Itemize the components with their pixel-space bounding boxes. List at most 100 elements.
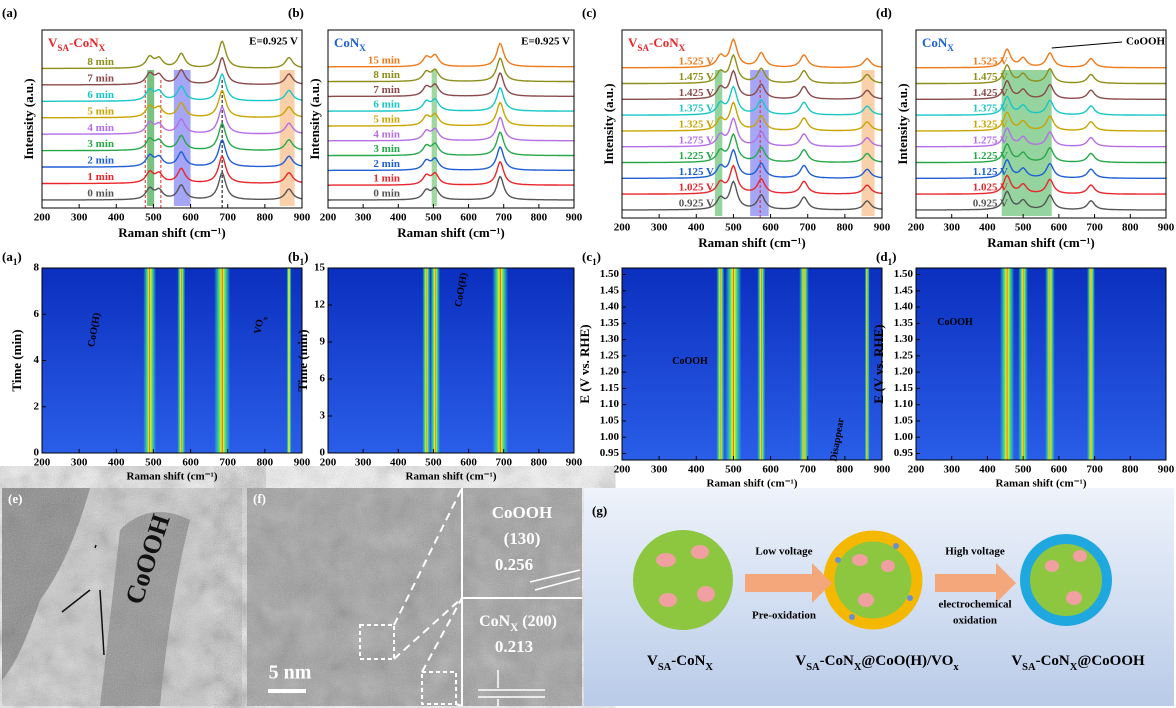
series-label: 1.425 V: [679, 87, 714, 99]
panel-title: CoNX: [922, 35, 954, 53]
spectrum: [328, 101, 574, 127]
spectrum: [42, 56, 302, 86]
series-label: 1.025 V: [679, 182, 714, 194]
text-part: SA: [1022, 662, 1036, 673]
x-tick-label: 900: [874, 222, 891, 234]
text-part: SA: [637, 43, 649, 53]
y-tick-label: 0.95: [600, 447, 620, 459]
x-axis-label: Raman shift (cm⁻¹): [987, 235, 1095, 250]
text-part: X: [510, 622, 518, 634]
x-tick-label: 200: [908, 222, 925, 234]
text-part: @CoO(H)/VO: [861, 653, 953, 669]
text-part: (d): [876, 5, 892, 20]
x-tick-label: 800: [837, 222, 854, 234]
annotation: CoOOH: [937, 317, 973, 328]
phase-label: CoNX (200): [479, 613, 557, 634]
x-tick-label: 400: [979, 222, 996, 234]
y-tick-label: 1.35: [600, 317, 620, 329]
y-tick-label: 1.10: [894, 398, 914, 410]
particle: [1020, 534, 1112, 626]
material-label: VSA-CoNX: [647, 653, 713, 672]
x-tick-label: 700: [495, 212, 512, 224]
series-label: 4 min: [373, 128, 400, 140]
text-part: X: [359, 43, 366, 53]
spectrum: [42, 139, 302, 168]
y-tick-label: 1.50: [894, 268, 914, 280]
x-tick-label: 500: [725, 464, 742, 476]
series-label: 1.225 V: [679, 150, 714, 162]
text-part: CoOOH: [937, 317, 973, 328]
spectrum: [42, 171, 302, 201]
x-tick-label: 600: [1051, 464, 1068, 476]
text-part: (b: [288, 249, 300, 264]
text-part: -CoN: [1036, 653, 1070, 669]
series-label: 1 min: [373, 173, 400, 185]
x-tick-label: 900: [1158, 464, 1175, 476]
x-tick-label: 400: [108, 457, 125, 469]
text-part: -CoN: [820, 653, 854, 669]
series-label: 7 min: [373, 84, 400, 96]
x-axis-label: Raman shift (cm⁻¹): [406, 471, 497, 483]
arrow: [745, 563, 832, 603]
spectrum: [328, 57, 574, 83]
zoom-box: [421, 671, 457, 705]
heatmap-stripe: [1018, 268, 1028, 460]
heatmap-stripe: [757, 268, 766, 460]
text-part: @CoOOH: [1077, 653, 1145, 669]
y-tick-label: 1.20: [600, 366, 620, 378]
tem-panel: (e) CoOOH: [2, 488, 242, 706]
particle: [823, 530, 923, 630]
x-tick-label: 700: [1086, 222, 1103, 234]
x-tick-label: 800: [1122, 464, 1139, 476]
y-tick-label: 1.25: [894, 349, 914, 361]
x-tick-label: 300: [71, 457, 88, 469]
x-tick-label: 700: [799, 464, 816, 476]
plot-frame: [41, 29, 303, 209]
text-part: 1: [300, 257, 305, 267]
spectrum: [42, 122, 302, 152]
text-part: V: [48, 35, 58, 50]
y-tick-label: 1.30: [894, 333, 914, 345]
heatmap-stripe: [177, 268, 186, 453]
heatmap-stripe: [799, 268, 809, 460]
series-label: 1.225 V: [973, 150, 1008, 162]
series-label: 1.125 V: [973, 166, 1008, 178]
spacing-label: 0.256: [495, 555, 533, 574]
y-axis-label: Intensity (a.u.): [307, 78, 322, 159]
x-tick-label: 400: [390, 212, 407, 224]
x-tick-label: 400: [688, 222, 705, 234]
series-label: 3 min: [87, 138, 114, 150]
text-part: X: [679, 43, 686, 53]
spectrum: [42, 73, 302, 102]
series-label: 1.475 V: [973, 71, 1008, 83]
text-part: (a): [2, 5, 17, 20]
potential-label: E=0.925 V: [521, 36, 570, 48]
y-tick-label: 0: [34, 447, 40, 459]
domains: [656, 545, 1087, 607]
text-part: SA: [806, 662, 820, 673]
series-label: 0.925 V: [973, 198, 1008, 210]
series-label: 5 min: [87, 105, 114, 117]
x-tick-label: 600: [182, 457, 199, 469]
zoom-box: [359, 624, 395, 660]
particle: [633, 530, 733, 630]
spectrum: [916, 63, 1166, 85]
spectrum: [622, 180, 882, 211]
x-axis-label: Raman shift (cm⁻¹): [698, 235, 806, 250]
spectrum: [622, 37, 882, 69]
series-label: 1.325 V: [679, 119, 714, 131]
x-tick-label: 300: [71, 212, 88, 224]
x-tick-label: 300: [943, 464, 960, 476]
text-part: (a: [2, 249, 13, 264]
spectrum: [328, 116, 574, 142]
y-tick-label: 3: [320, 410, 326, 422]
spectrum: [916, 79, 1166, 100]
y-axis-label: Intensity (a.u.): [21, 78, 36, 159]
x-tick-label: 500: [1015, 464, 1032, 476]
x-tick-label: 400: [688, 464, 705, 476]
y-tick-label: 1.30: [600, 333, 620, 345]
y-tick-label: 8: [34, 262, 40, 274]
series-label: 8 min: [87, 56, 114, 68]
y-tick-label: 1.00: [600, 431, 620, 443]
x-axis-label: Raman shift (cm⁻¹): [707, 478, 798, 490]
